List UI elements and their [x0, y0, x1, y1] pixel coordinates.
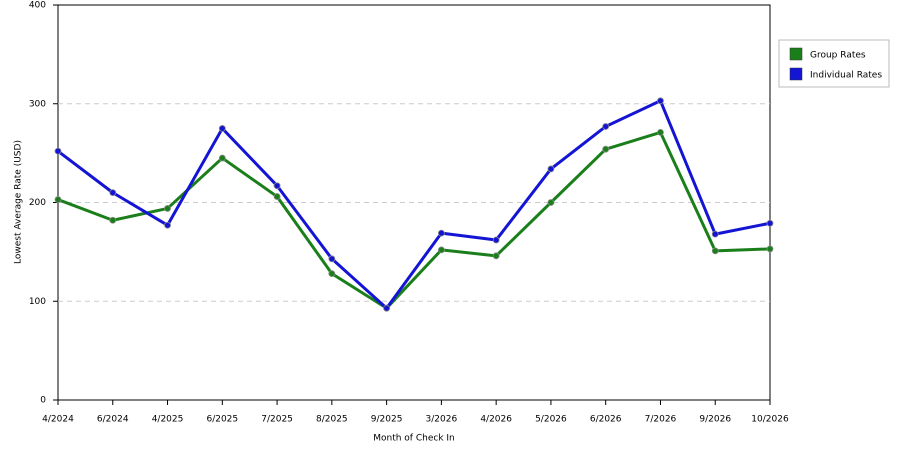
- y-tick-label: 100: [29, 297, 46, 307]
- x-tick-label: 8/2025: [316, 415, 348, 425]
- legend-label: Group Rates: [810, 51, 866, 61]
- data-point: [109, 216, 117, 224]
- data-point: [273, 182, 281, 190]
- legend-label: Individual Rates: [810, 71, 882, 81]
- data-point: [711, 247, 719, 255]
- legend-swatch: [789, 67, 803, 81]
- y-tick-label: 200: [29, 198, 46, 208]
- x-tick-label: 6/2026: [590, 415, 622, 425]
- data-point: [602, 123, 610, 130]
- data-point: [492, 252, 500, 260]
- data-point: [164, 221, 171, 229]
- x-tick-label: 9/2025: [371, 415, 403, 425]
- data-point: [492, 236, 500, 244]
- data-point: [109, 189, 117, 197]
- data-point: [657, 128, 664, 136]
- data-point: [218, 154, 226, 162]
- data-point: [547, 199, 555, 206]
- y-tick-label: 400: [29, 1, 46, 11]
- y-tick-label: 0: [40, 396, 46, 406]
- x-tick-label: 7/2026: [645, 415, 677, 425]
- data-point: [54, 147, 62, 155]
- y-axis-label: Lowest Average Rate (USD): [14, 140, 24, 264]
- data-point: [218, 125, 226, 132]
- x-tick-label: 5/2026: [535, 415, 567, 425]
- data-point: [711, 230, 719, 238]
- data-point: [547, 165, 555, 173]
- y-tick-label: 300: [29, 99, 46, 109]
- legend-swatch: [789, 47, 803, 61]
- data-point: [437, 229, 445, 237]
- data-point: [766, 245, 774, 253]
- x-tick-label: 4/2026: [480, 415, 512, 425]
- x-tick-label: 9/2026: [699, 415, 731, 425]
- x-axis-label: Month of Check In: [373, 434, 455, 444]
- data-point: [383, 304, 391, 312]
- data-point: [328, 270, 336, 278]
- data-point: [328, 255, 336, 263]
- x-tick-label: 6/2024: [97, 415, 129, 425]
- data-point: [657, 97, 664, 105]
- data-point: [437, 246, 445, 254]
- x-tick-label: 6/2025: [206, 415, 238, 425]
- x-tick-label: 4/2025: [152, 415, 184, 425]
- x-tick-label: 10/2026: [751, 415, 789, 425]
- x-tick-label: 3/2026: [426, 415, 458, 425]
- data-point: [164, 205, 171, 212]
- series-line: [57, 99, 771, 310]
- data-point: [273, 193, 281, 200]
- series-line: [57, 130, 771, 310]
- data-point: [766, 219, 774, 227]
- x-tick-label: 7/2025: [261, 415, 293, 425]
- data-point: [54, 196, 62, 203]
- x-tick-label: 4/2024: [42, 415, 74, 425]
- data-point: [602, 145, 610, 153]
